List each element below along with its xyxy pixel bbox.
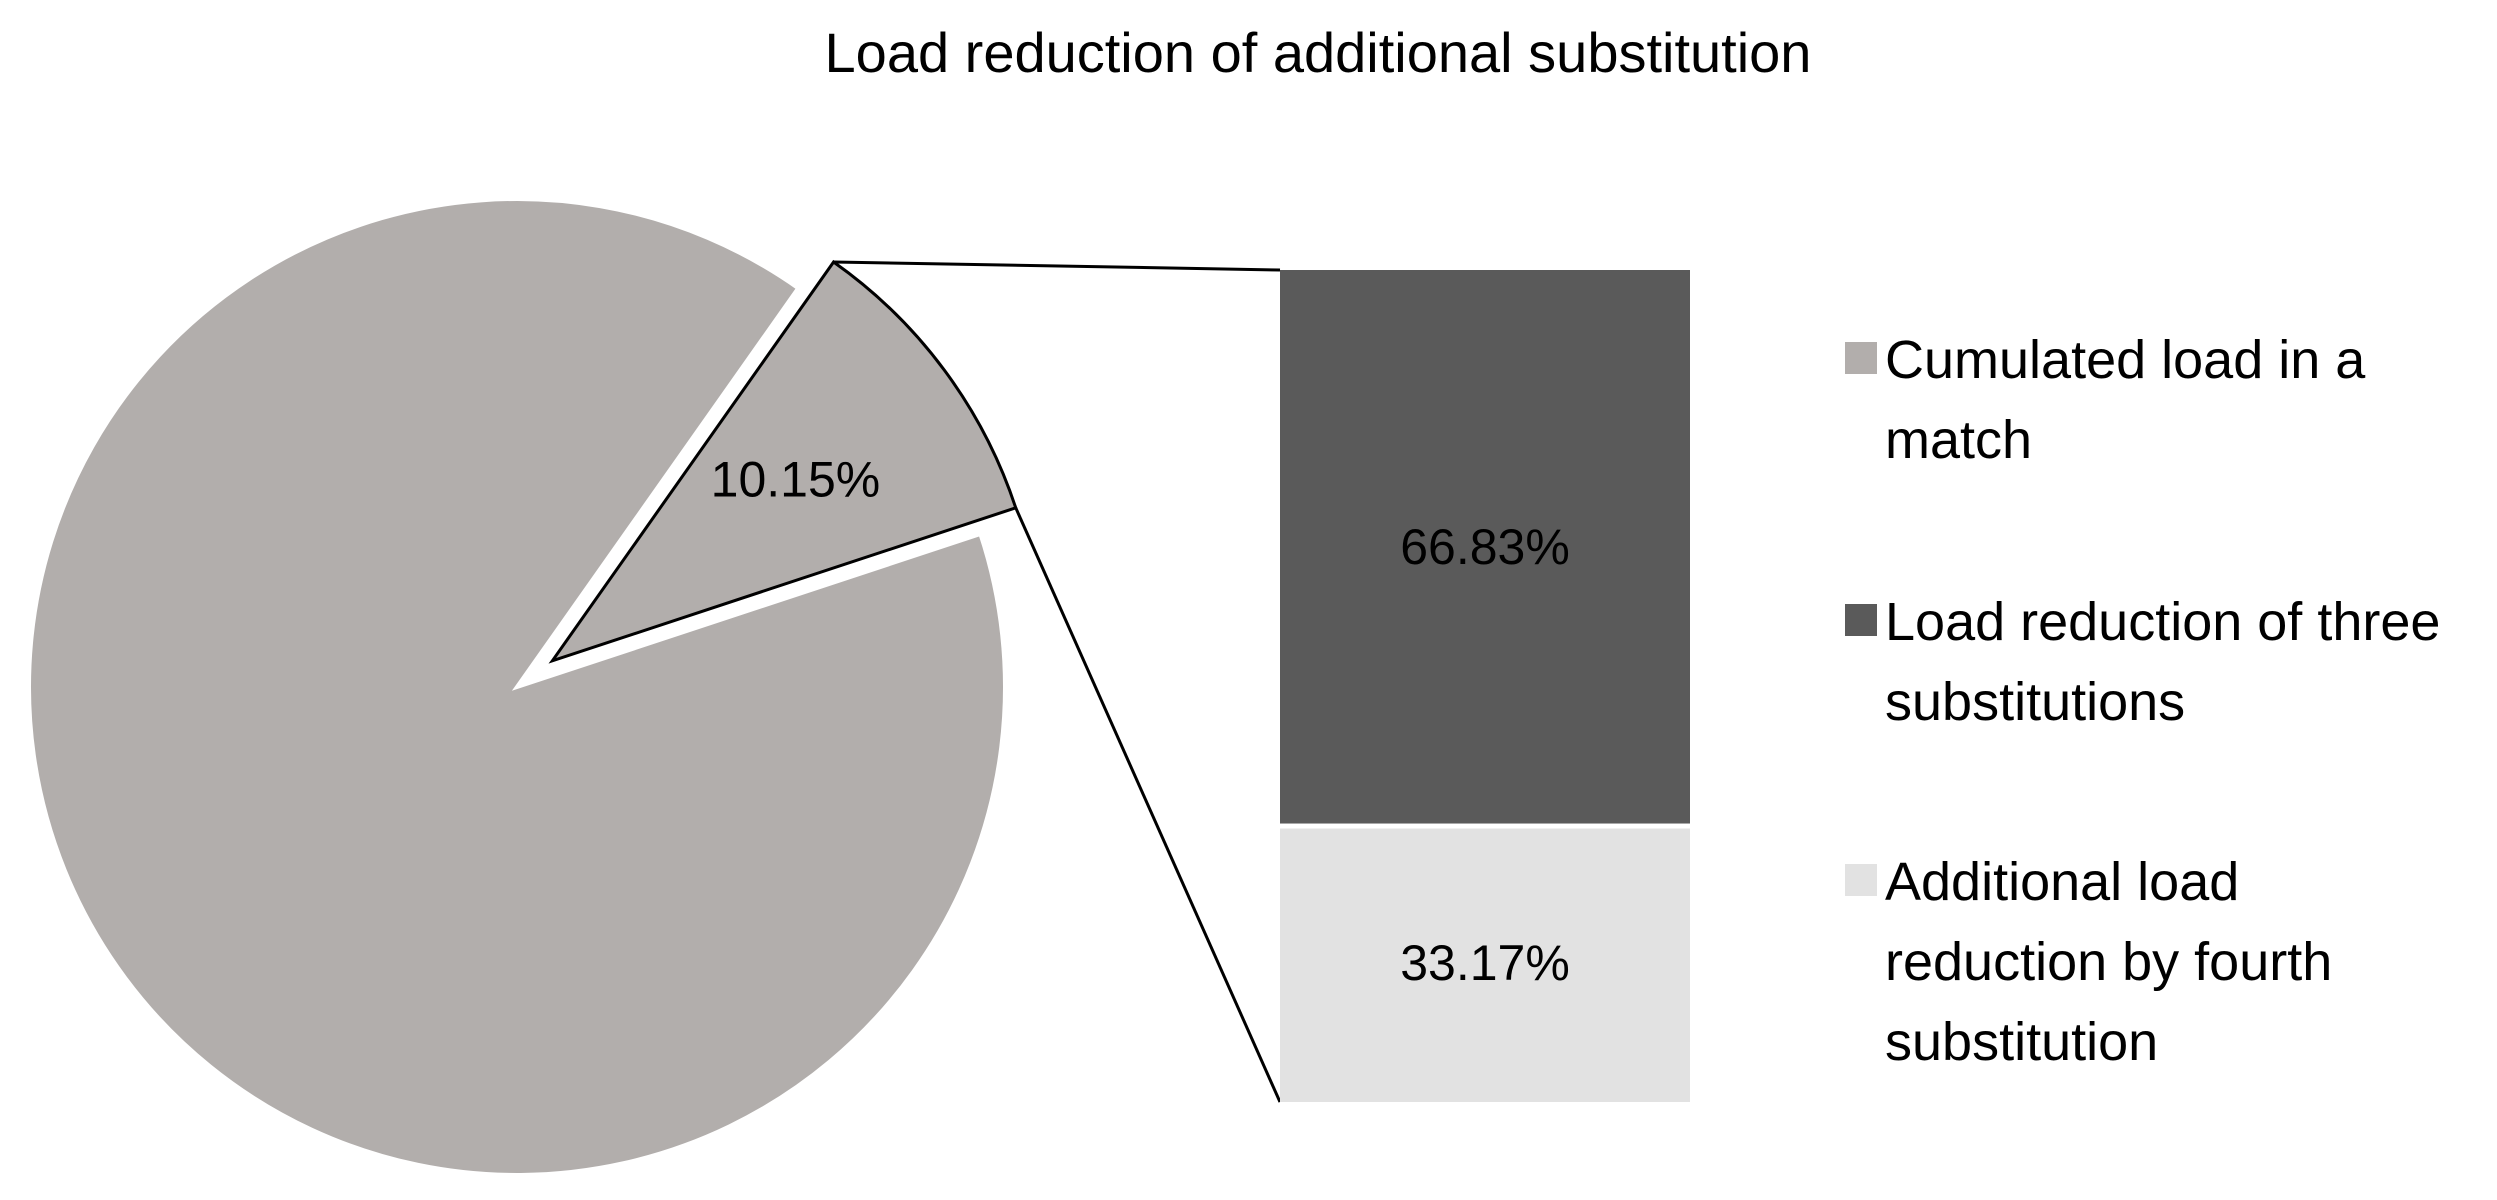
bar-segment-label: 33.17% [1400, 935, 1570, 991]
pie-slice-exploded [548, 259, 1018, 664]
chart-title: Load reduction of additional substitutio… [825, 21, 1812, 84]
legend-swatch [1845, 342, 1877, 374]
legend-swatch [1845, 864, 1877, 896]
bar-segment-label: 66.83% [1400, 519, 1570, 575]
connector-line-top [833, 260, 1281, 272]
pie-slice-main [27, 197, 1007, 1177]
legend-label: substitutions [1885, 672, 2185, 732]
legend-label: match [1885, 410, 2032, 470]
stacked-bar: 66.83% 33.17% [1280, 270, 1690, 1102]
legend-label: reduction by fourth [1885, 932, 2332, 992]
legend-label: Cumulated load in a [1885, 330, 2366, 390]
pie-slice-label: 10.15% [711, 452, 881, 508]
bar-segment [1280, 828, 1690, 1102]
pie: 10.15% [27, 197, 1018, 1177]
legend-label: Load reduction of three [1885, 592, 2440, 652]
legend-swatch [1845, 604, 1877, 636]
legend: Cumulated load in a match Load reduction o… [1845, 330, 2440, 1072]
legend-label: substitution [1885, 1012, 2158, 1072]
connector-line-bottom [1014, 507, 1282, 1103]
connector-lines [833, 260, 1282, 1103]
bar-segment [1280, 270, 1690, 824]
legend-label: Additional load [1885, 852, 2239, 912]
